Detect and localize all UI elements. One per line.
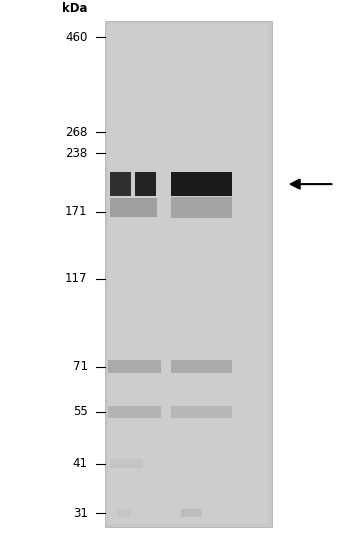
Text: 268: 268	[65, 126, 88, 139]
Text: 171: 171	[65, 205, 88, 219]
Bar	[181, 509, 202, 518]
Bar	[171, 406, 232, 418]
Bar	[109, 406, 161, 418]
Bar	[171, 360, 232, 373]
Text: 31: 31	[73, 507, 88, 520]
Bar	[109, 24, 268, 524]
Text: 460: 460	[65, 31, 88, 43]
Text: 41: 41	[73, 457, 88, 470]
Bar	[110, 172, 131, 196]
Bar	[171, 172, 232, 196]
Bar	[109, 360, 161, 373]
Bar	[110, 460, 143, 468]
Bar	[135, 172, 156, 196]
Bar	[105, 21, 272, 526]
Text: kDa: kDa	[62, 2, 88, 15]
Text: 55: 55	[73, 406, 88, 418]
Text: 117: 117	[65, 272, 88, 285]
Bar	[171, 197, 232, 219]
Text: 71: 71	[73, 360, 88, 373]
Bar	[117, 509, 131, 518]
Text: 238: 238	[65, 147, 88, 160]
Bar	[110, 198, 157, 217]
